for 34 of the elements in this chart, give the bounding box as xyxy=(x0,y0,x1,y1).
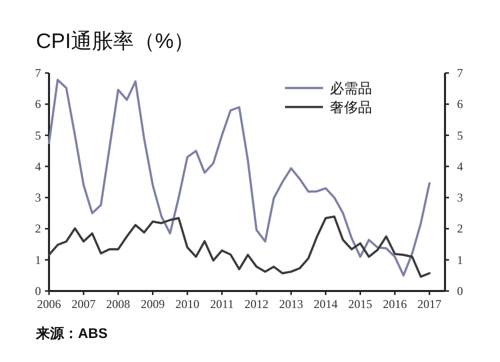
source-note: 来源：ABS xyxy=(35,325,108,341)
y-tick-label: 6 xyxy=(35,97,41,112)
y-tick-label: 3 xyxy=(35,190,41,205)
y-tick-label: 5 xyxy=(35,128,41,142)
x-tick-label: 2007 xyxy=(72,297,96,311)
y2-tick-label: 2 xyxy=(457,222,463,236)
x-tick-label: 2015 xyxy=(348,297,372,311)
x-tick-label: 2013 xyxy=(279,297,304,311)
y-tick-label: 7 xyxy=(35,66,41,80)
line-series xyxy=(48,78,431,277)
y2-tick-label: 1 xyxy=(457,252,463,267)
y2-tick-label: 5 xyxy=(457,128,463,142)
y-tick-label: 2 xyxy=(35,222,41,236)
y2-tick-label: 4 xyxy=(457,159,463,174)
x-tick-label: 2017 xyxy=(417,297,442,311)
y2-tick-label: 6 xyxy=(457,97,463,112)
legend-label: 必需品 xyxy=(330,80,372,96)
x-tick-label: 2009 xyxy=(140,297,165,311)
y2-tick-label: 3 xyxy=(457,190,463,205)
x-tick-label: 2010 xyxy=(175,297,200,311)
chart-title: CPI通胀率（%） xyxy=(36,30,195,53)
x-tick-label: 2008 xyxy=(106,297,130,311)
y-tick-label: 4 xyxy=(35,159,41,174)
x-tick-label: 2014 xyxy=(314,297,338,311)
y2-tick-label: 7 xyxy=(457,66,463,80)
x-tick-label: 2006 xyxy=(37,297,61,311)
legend-label: 奢侈品 xyxy=(330,99,372,115)
x-tick-label: 2016 xyxy=(382,297,407,311)
y-tick-label: 1 xyxy=(35,252,41,267)
y2-tick-label: 0 xyxy=(457,284,463,298)
y-tick-label: 0 xyxy=(35,284,41,298)
x-tick-label: 2012 xyxy=(244,297,269,311)
line-series xyxy=(48,215,431,278)
x-tick-label: 2011 xyxy=(210,297,234,311)
